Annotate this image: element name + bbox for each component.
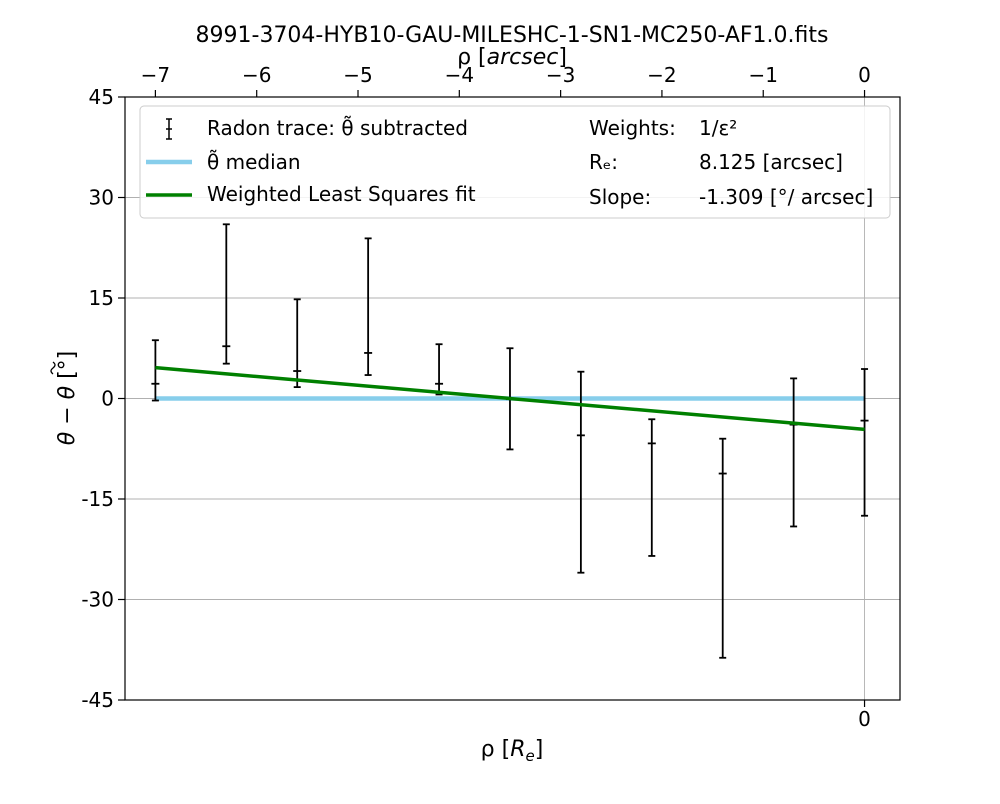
- y-tick-label: 15: [89, 286, 114, 310]
- x-tick-label-top: −6: [242, 63, 271, 87]
- x-tick-label-top: −3: [546, 63, 575, 87]
- slope-value: -1.309 [°/ arcsec]: [699, 185, 873, 209]
- re-value: 8.125 [arcsec]: [699, 150, 843, 174]
- chart-title: 8991-3704-HYB10-GAU-MILESHC-1-SN1-MC250-…: [196, 23, 829, 48]
- slope-label: Slope:: [589, 185, 651, 209]
- svg-text:θ − θ [°]: θ − θ [°]: [55, 351, 80, 446]
- weights-label: Weights:: [589, 116, 676, 140]
- errorbar-point: [718, 437, 727, 659]
- errorbar-point: [860, 368, 869, 517]
- errorbar-point: [293, 298, 302, 389]
- legend-label-median: θ̃ median: [207, 149, 301, 174]
- x-tick-label-top: −2: [647, 63, 676, 87]
- weights-value: 1/ε²: [699, 116, 737, 140]
- re-label: Rₑ:: [589, 150, 618, 174]
- errorbar-point: [222, 223, 231, 365]
- y-tick-label: 30: [89, 186, 114, 210]
- x-tick-label-top: −5: [343, 63, 372, 87]
- x-tick-label-top: −7: [141, 63, 170, 87]
- errorbar-point: [151, 339, 160, 402]
- legend: Radon trace: θ̃ subtracted θ̃ median Wei…: [139, 105, 891, 219]
- axis-ticks: -45 -30 -15 0 15 30 45 0 −7 −6 −5 −4 −3 −2 −1 0: [81, 63, 871, 731]
- y-tick-label: 0: [101, 387, 114, 411]
- y-tick-label: -45: [81, 688, 114, 712]
- errorbar-point: [647, 418, 656, 557]
- fit-line: [155, 365, 865, 432]
- x-tick-label-top: 0: [858, 63, 871, 87]
- x-axis-label: ρ [Re]: [481, 737, 544, 765]
- errorbar-point: [364, 237, 373, 376]
- legend-box: [139, 105, 891, 219]
- x-tick-label-bottom: 0: [858, 707, 871, 731]
- legend-label-radon: Radon trace: θ̃ subtracted: [207, 115, 468, 140]
- top-x-axis-label: ρ [arcsec]: [457, 45, 567, 70]
- series-layer: [151, 223, 869, 659]
- legend-errorbar-marker: [166, 118, 172, 140]
- legend-label-fit: Weighted Least Squares fit: [207, 182, 476, 206]
- x-tick-label-top: −4: [445, 63, 474, 87]
- y-tick-label: 45: [89, 85, 114, 109]
- y-tick-label: -15: [81, 487, 114, 511]
- x-tick-label-top: −1: [748, 63, 777, 87]
- y-tick-label: -30: [81, 588, 114, 612]
- y-axis-label: θ − θ [°]: [50, 351, 80, 446]
- errorbar-point: [435, 343, 444, 396]
